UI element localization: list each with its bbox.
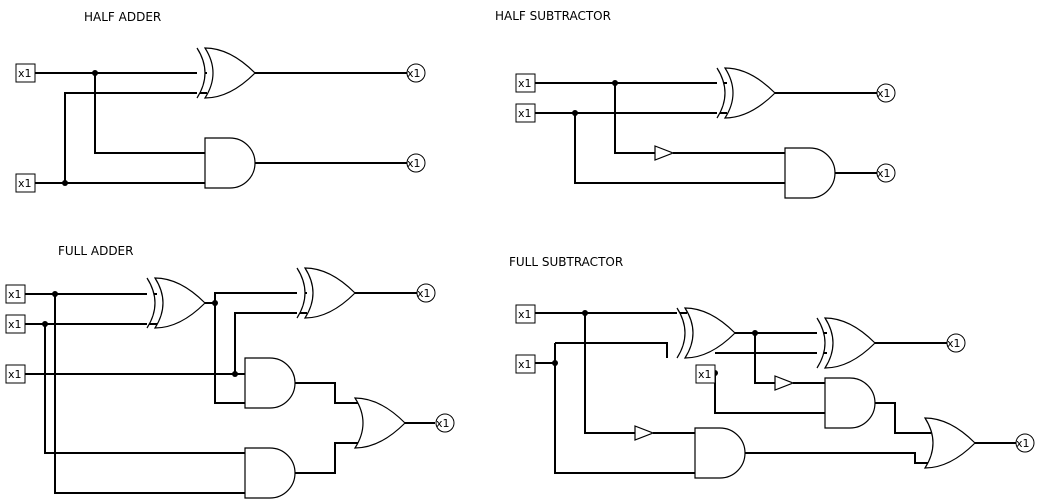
output-pin[interactable]: x1 bbox=[416, 283, 436, 303]
pin-label: x1 bbox=[947, 337, 961, 350]
pin-label: x1 bbox=[877, 87, 891, 100]
input-pin[interactable]: x1 bbox=[515, 304, 536, 324]
input-pin[interactable]: x1 bbox=[15, 63, 36, 83]
and-gate bbox=[824, 377, 876, 429]
pin-label: x1 bbox=[8, 288, 22, 301]
output-pin[interactable]: x1 bbox=[876, 163, 896, 183]
input-pin[interactable]: x1 bbox=[515, 103, 536, 123]
pin-label: x1 bbox=[407, 67, 421, 80]
or-gate bbox=[353, 397, 406, 449]
input-pin[interactable]: x1 bbox=[5, 364, 26, 384]
pin-label: x1 bbox=[436, 417, 450, 430]
pin-label: x1 bbox=[518, 107, 532, 120]
output-pin[interactable]: x1 bbox=[876, 83, 896, 103]
not-gate bbox=[634, 425, 655, 441]
half-adder-circuit: HALF ADDER x1 x1 x1 x1 bbox=[15, 10, 426, 193]
output-pin[interactable]: x1 bbox=[406, 63, 426, 83]
xor-gate bbox=[676, 307, 736, 359]
output-pin[interactable]: x1 bbox=[1015, 433, 1035, 453]
pin-label: x1 bbox=[18, 67, 32, 80]
half-subtractor-title: HALF SUBTRACTOR bbox=[495, 9, 611, 23]
junction-dot bbox=[92, 70, 98, 76]
xor-gate bbox=[296, 267, 356, 319]
pin-label: x1 bbox=[518, 308, 532, 321]
pin-label: x1 bbox=[518, 358, 532, 371]
wire bbox=[535, 312, 1016, 474]
wire bbox=[535, 82, 877, 184]
full-adder-title: FULL ADDER bbox=[58, 244, 133, 258]
junction-dot bbox=[52, 291, 58, 297]
junction-dot bbox=[552, 360, 558, 366]
output-pin[interactable]: x1 bbox=[435, 413, 455, 433]
half-subtractor-circuit: HALF SUBTRACTOR x1 x1 x1 x1 bbox=[495, 9, 896, 199]
and-gate bbox=[244, 447, 296, 499]
and-gate bbox=[784, 147, 836, 199]
pin-label: x1 bbox=[698, 368, 712, 381]
not-gate bbox=[774, 375, 795, 391]
junction-dot bbox=[212, 300, 218, 306]
wire bbox=[35, 72, 407, 184]
junction-dot bbox=[572, 110, 578, 116]
junction-dot bbox=[582, 310, 588, 316]
input-pin[interactable]: x1 bbox=[515, 354, 536, 374]
xor-gate bbox=[196, 47, 256, 99]
full-subtractor-circuit: FULL SUBTRACTOR x1 x1 x1 bbox=[509, 255, 1035, 479]
junction-dot bbox=[612, 80, 618, 86]
pin-label: x1 bbox=[8, 318, 22, 331]
junction-dot bbox=[752, 330, 758, 336]
input-pin[interactable]: x1 bbox=[695, 364, 716, 384]
full-subtractor-title: FULL SUBTRACTOR bbox=[509, 255, 623, 269]
input-pin[interactable]: x1 bbox=[515, 73, 536, 93]
or-gate bbox=[923, 417, 976, 469]
output-pin[interactable]: x1 bbox=[946, 333, 966, 353]
input-pin[interactable]: x1 bbox=[5, 284, 26, 304]
and-gate bbox=[694, 427, 746, 479]
pin-label: x1 bbox=[417, 287, 431, 300]
pin-label: x1 bbox=[518, 77, 532, 90]
pin-label: x1 bbox=[1016, 437, 1030, 450]
pin-label: x1 bbox=[18, 177, 32, 190]
xor-gate bbox=[816, 317, 876, 369]
output-pin[interactable]: x1 bbox=[406, 153, 426, 173]
and-gate bbox=[244, 357, 296, 409]
pin-label: x1 bbox=[407, 157, 421, 170]
half-adder-title: HALF ADDER bbox=[84, 10, 161, 24]
junction-dot bbox=[42, 321, 48, 327]
junction-dot bbox=[232, 371, 238, 377]
not-gate bbox=[654, 145, 675, 161]
xor-gate bbox=[716, 67, 776, 119]
pin-label: x1 bbox=[8, 368, 22, 381]
full-adder-circuit: FULL ADDER x1 x1 x1 x1 bbox=[5, 244, 455, 499]
junction-dot bbox=[62, 180, 68, 186]
input-pin[interactable]: x1 bbox=[15, 173, 36, 193]
xor-gate bbox=[146, 277, 206, 329]
pin-label: x1 bbox=[877, 167, 891, 180]
input-pin[interactable]: x1 bbox=[5, 314, 26, 334]
wire bbox=[25, 292, 435, 494]
and-gate bbox=[204, 137, 256, 189]
